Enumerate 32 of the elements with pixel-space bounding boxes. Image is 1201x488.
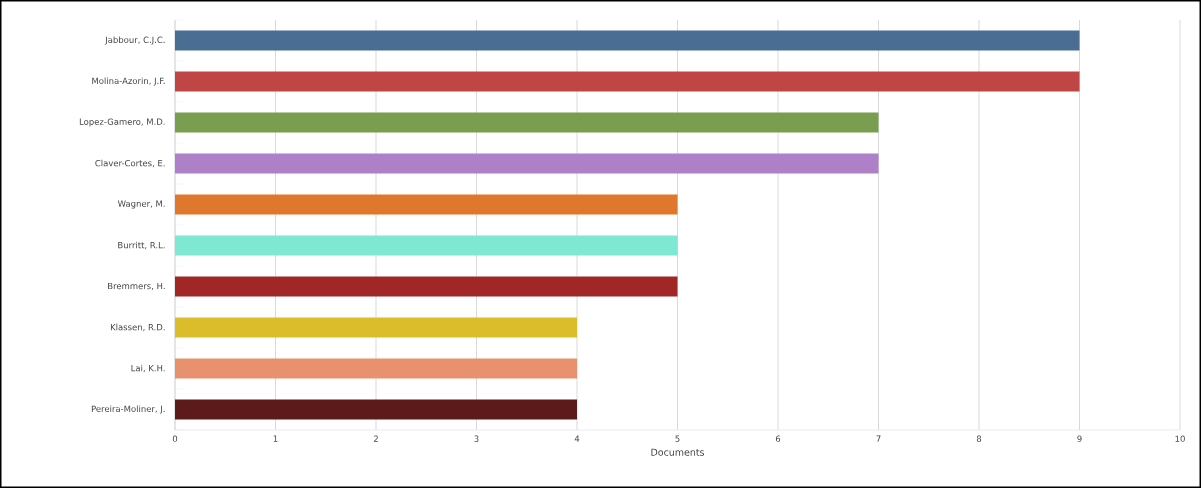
bar — [175, 153, 879, 174]
y-tick-label: Klassen, R.D. — [110, 323, 165, 332]
y-tick-label: Wagner, M. — [117, 200, 165, 209]
y-tick-label: Jabbour, C.J.C. — [104, 36, 165, 45]
bar — [175, 112, 879, 133]
x-tick-label: 2 — [373, 435, 378, 442]
bar — [175, 194, 678, 215]
x-tick-label: 0 — [172, 435, 178, 442]
bar — [175, 276, 678, 297]
x-tick-label: 10 — [1175, 435, 1185, 442]
x-tick-label: 3 — [474, 435, 479, 442]
x-tick-label: 9 — [1077, 435, 1082, 442]
bar — [175, 71, 1080, 92]
x-tick-label: 1 — [273, 435, 278, 442]
x-tick-label: 6 — [775, 435, 781, 442]
y-tick-label: Claver-Cortes, E. — [95, 159, 165, 168]
x-tick-label: 4 — [574, 435, 580, 442]
y-tick-label: Molina-Azorin, J.F. — [92, 77, 165, 86]
bar — [175, 235, 678, 256]
bar — [175, 399, 577, 420]
x-axis-title: Documents — [651, 448, 705, 456]
x-tick-label: 5 — [675, 435, 680, 442]
x-tick-label: 7 — [876, 435, 881, 442]
bar — [175, 30, 1080, 51]
y-tick-label: Burritt, R.L. — [118, 241, 165, 250]
bar — [175, 317, 577, 338]
y-tick-label: Lai, K.H. — [131, 364, 165, 373]
x-tick-label: 8 — [976, 435, 982, 442]
bar — [175, 358, 577, 379]
y-tick-label: Pereira-Moliner, J. — [91, 405, 165, 414]
y-tick-label: Bremmers, H. — [108, 282, 165, 291]
y-tick-label: Lopez-Gamero, M.D. — [79, 118, 165, 127]
